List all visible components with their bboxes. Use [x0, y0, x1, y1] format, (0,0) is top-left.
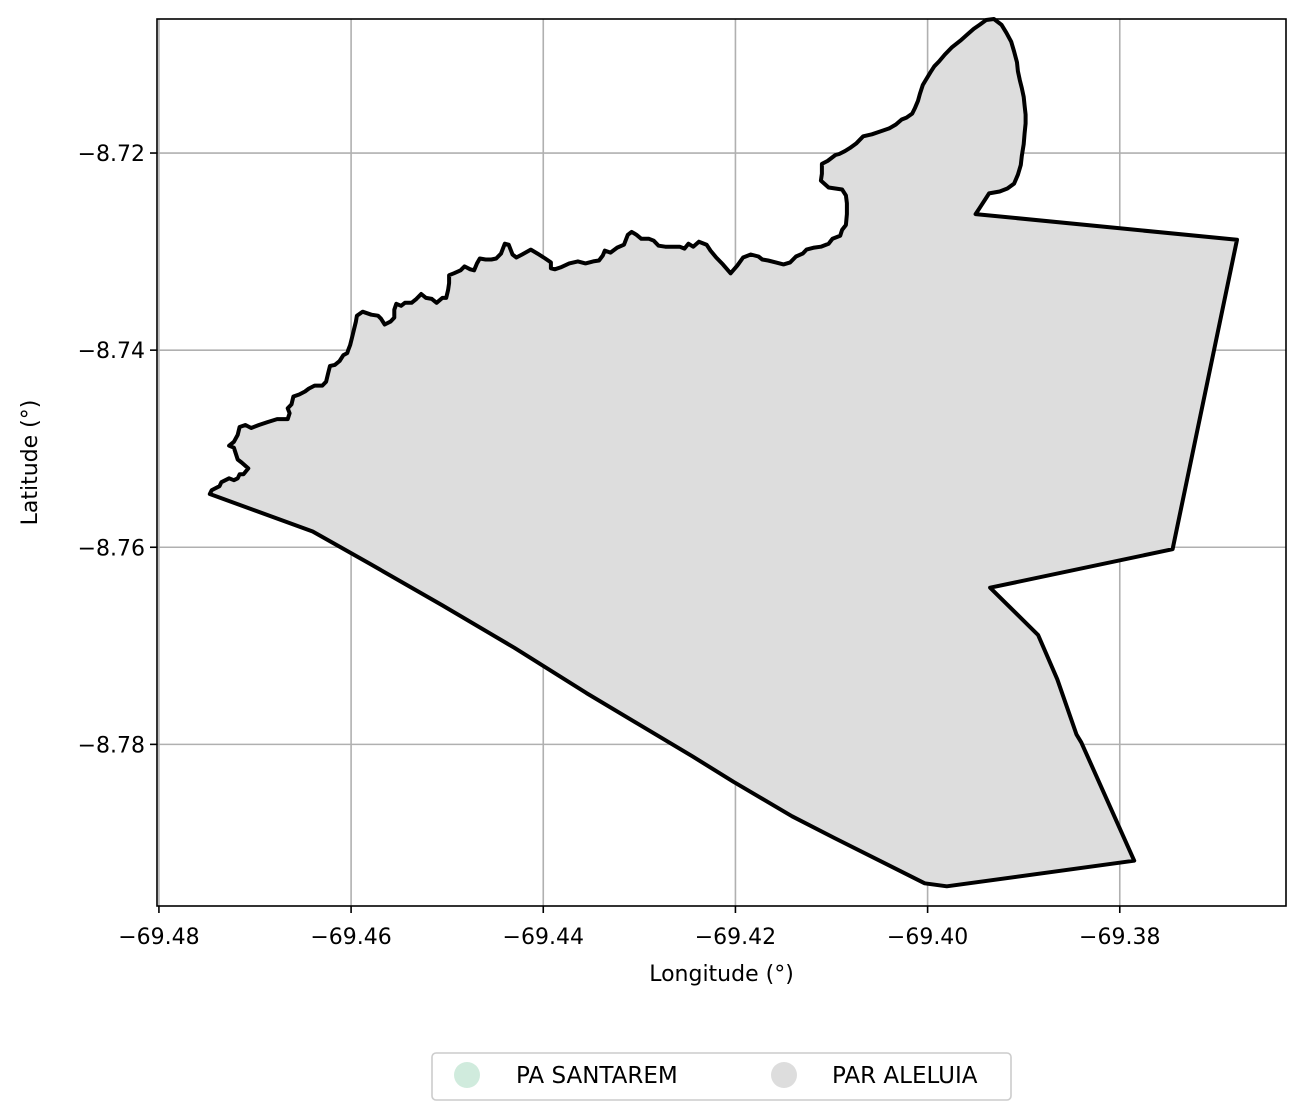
legend: PA SANTAREM PAR ALELUIA — [431, 1052, 1012, 1101]
x-tick-label-0: −69.48 — [118, 925, 199, 950]
x-tick-label-5: −69.38 — [1079, 925, 1160, 950]
legend-marker-pa-santarem — [454, 1062, 480, 1088]
shapes — [207, 17, 1239, 889]
polygon-par-aleluia — [207, 17, 1239, 889]
legend-marker-par-aleluia — [771, 1062, 797, 1088]
legend-label-par-aleluia: PAR ALELUIA — [832, 1063, 978, 1089]
x-tick-label-1: −69.46 — [310, 925, 391, 950]
y-tick-label-2: −8.76 — [78, 536, 145, 561]
y-tick-label-1: −8.74 — [78, 339, 145, 364]
legend-label-pa-santarem: PA SANTAREM — [516, 1063, 678, 1089]
y-tick-label-0: −8.72 — [78, 142, 145, 167]
y-axis-label: Latitude (°) — [18, 400, 43, 526]
plot-frame — [156, 18, 1287, 907]
y-tick-label-3: −8.78 — [78, 733, 145, 758]
ticks: −69.48 −69.46 −69.44 −69.42 −69.40 −69.38 −8.7… — [78, 142, 1161, 950]
x-axis-label: Longitude (°) — [649, 962, 794, 987]
x-tick-label-3: −69.42 — [695, 925, 776, 950]
x-tick-label-2: −69.44 — [503, 925, 584, 950]
x-tick-label-4: −69.40 — [887, 925, 968, 950]
legend-box — [431, 1052, 1012, 1101]
